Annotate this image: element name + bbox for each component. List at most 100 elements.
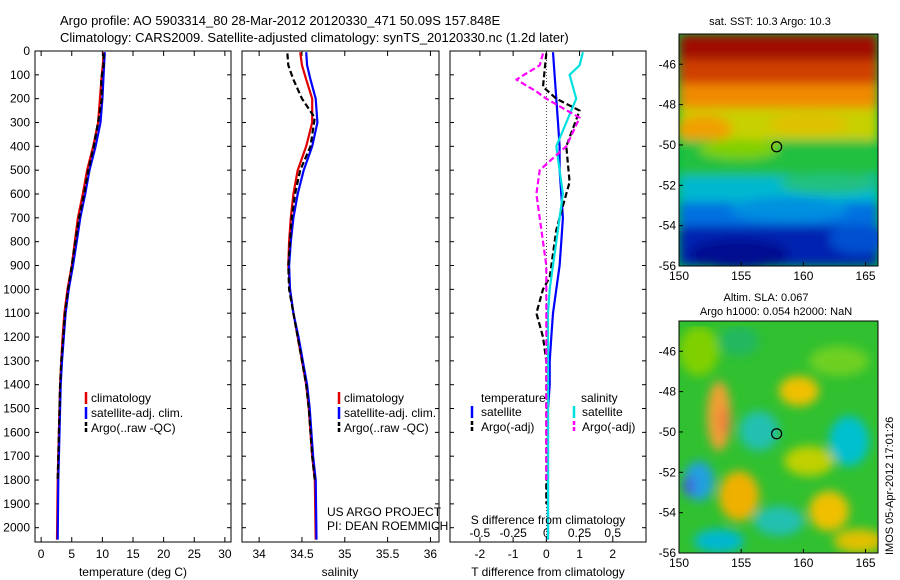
legend-label-s-argo: Argo(-adj) (582, 420, 635, 434)
legend-label-argo: Argo(..raw -QC) (344, 421, 429, 435)
legend-title-salinity: salinity (581, 391, 618, 405)
y-tick-label: 1700 (3, 449, 30, 463)
difference-t-axis-label: T difference from climatology (471, 565, 625, 579)
salinity-legend: climatology satellite-adj. clim. Argo(..… (337, 391, 436, 435)
x-tick-label: 10 (96, 547, 110, 561)
y-tick-label: 1100 (4, 306, 30, 320)
difference-salinity-legend: salinity satellite Argo(-adj) (572, 391, 635, 434)
y-tick-label: 0 (23, 44, 30, 58)
y-tick-label: 1300 (3, 354, 30, 368)
difference-temperature-legend: temperature satellite Argo(-adj) (470, 391, 546, 434)
x-tick-label: -2 (475, 547, 486, 561)
sst-map-title: sat. SST: 10.3 Argo: 10.3 (709, 16, 831, 28)
y-tick-label: 600 (10, 187, 30, 201)
sst-map-image (679, 34, 878, 266)
sst-map-frame (678, 33, 879, 267)
x-tick-label: -1 (508, 547, 519, 561)
pi-label: PI: DEAN ROEMMICH (327, 519, 448, 533)
map-y-tick-label: -52 (659, 178, 677, 192)
map-y-tick-label: -50 (659, 138, 677, 152)
y-tick-label: 1600 (3, 425, 30, 439)
salinity-panel-frame (241, 50, 440, 543)
map-y-tick-label: -48 (659, 98, 677, 112)
y-tick-label: 100 (10, 68, 30, 82)
map-x-tick-label: 155 (731, 269, 751, 283)
y-tick-label: 2000 (3, 521, 30, 535)
legend-label-s-satellite: satellite (582, 405, 623, 419)
map-y-tick-label: -54 (659, 506, 677, 520)
legend-label-climatology: climatology (91, 391, 151, 405)
map-y-tick-label: -48 (659, 385, 677, 399)
y-tick-label: 300 (10, 116, 30, 130)
temperature-plot: 0 5 10 15 20 25 30 (35, 50, 232, 561)
y-tick-label: 1800 (3, 473, 30, 487)
series-line-salinity-satellite (546, 51, 584, 540)
x-tick-label: 2 (609, 547, 616, 561)
x-tick-label: 0 (38, 547, 45, 561)
x-tick-label: 5 (68, 547, 75, 561)
salinity-plot: 34 34.5 35 35.5 36 (242, 50, 439, 561)
map-x-tick-label: 165 (856, 556, 876, 570)
temperature-legend: climatology satellite-adj. clim. Argo(..… (84, 391, 183, 435)
series-line-salinity-argo-adj- (515, 53, 581, 480)
y-tick-label: 700 (10, 211, 30, 225)
map-x-tick-label: 165 (856, 269, 876, 283)
legend-label-t-argo: Argo(-adj) (481, 420, 534, 434)
x-tick-label: 36 (424, 547, 438, 561)
map-y-tick-label: -54 (659, 219, 677, 233)
legend-label-satellite-adj: satellite-adj. clim. (344, 406, 436, 420)
series-line-argo-raw-qc- (56, 53, 105, 481)
header-line2: Climatology: CARS2009. Satellite-adjuste… (60, 30, 569, 45)
s-tick-label: 0.25 (568, 526, 592, 540)
header-line1: Argo profile: AO 5903314_80 28-Mar-2012 … (60, 13, 501, 28)
series-line-argo-raw-qc- (286, 53, 316, 481)
sla-map-axes: 150 155 160 165 -46 -48 -50 -52 -54 -56 (659, 344, 876, 570)
float-location-marker (771, 141, 783, 153)
y-tick-label: 1500 (3, 402, 30, 416)
legend-label-climatology: climatology (344, 391, 404, 405)
map-y-tick-label: -50 (659, 425, 677, 439)
map-y-tick-label: -52 (659, 465, 677, 479)
legend-label-t-satellite: satellite (481, 405, 522, 419)
map-y-tick-label: -56 (659, 259, 677, 273)
map-x-tick-label: 155 (731, 556, 751, 570)
sla-map-title-line1: Altim. SLA: 0.067 (724, 292, 809, 304)
x-tick-label: 35.5 (376, 547, 400, 561)
legend-label-argo: Argo(..raw -QC) (91, 421, 176, 435)
sla-map-title-line2: Argo h1000: 0.054 h2000: NaN (700, 306, 852, 318)
difference-plot: -2 -1 0 1 2 -0.5 -0.25 0 0.25 0.5 (450, 50, 646, 561)
sst-map-axes: 150 155 160 165 -46 -48 -50 -52 -54 -56 (659, 57, 876, 283)
x-tick-label: 30 (218, 547, 232, 561)
sla-map-image (679, 321, 878, 553)
map-y-tick-label: -46 (659, 344, 677, 358)
imos-side-label: IMOS 05-Apr-2012 17:01:26 (884, 417, 896, 555)
y-tick-label: 1400 (3, 378, 30, 392)
difference-s-axis-label: S difference from climatology (471, 513, 626, 527)
temperature-axis-label: temperature (deg C) (79, 565, 187, 579)
salinity-axis-label: salinity (322, 565, 359, 579)
project-label: US ARGO PROJECT (327, 505, 442, 519)
y-tick-label: 500 (10, 163, 30, 177)
x-tick-label: 34.5 (290, 547, 314, 561)
map-x-tick-label: 160 (793, 269, 813, 283)
s-tick-label: 0.5 (604, 526, 621, 540)
legend-title-temperature: temperature (481, 391, 546, 405)
map-x-tick-label: 160 (793, 556, 813, 570)
map-x-tick-label: 150 (669, 556, 689, 570)
x-tick-label: 35 (338, 547, 352, 561)
x-tick-label: 25 (188, 547, 202, 561)
map-y-tick-label: -46 (659, 57, 677, 71)
legend-label-satellite-adj: satellite-adj. clim. (91, 406, 183, 420)
depth-axis-ticks: 0 100 200 300 400 500 600 700 800 900 1000 1100 1200… (3, 44, 30, 535)
map-x-tick-label: 150 (669, 269, 689, 283)
map-y-tick-label: -56 (659, 546, 677, 560)
x-tick-label: 1 (576, 547, 583, 561)
sla-map-frame (678, 320, 879, 554)
y-tick-label: 400 (10, 139, 30, 153)
temperature-panel-frame (34, 50, 232, 543)
x-tick-label: 34 (252, 547, 266, 561)
y-tick-label: 200 (10, 92, 30, 106)
x-tick-label: 0 (543, 547, 550, 561)
s-tick-label: -0.25 (499, 526, 527, 540)
